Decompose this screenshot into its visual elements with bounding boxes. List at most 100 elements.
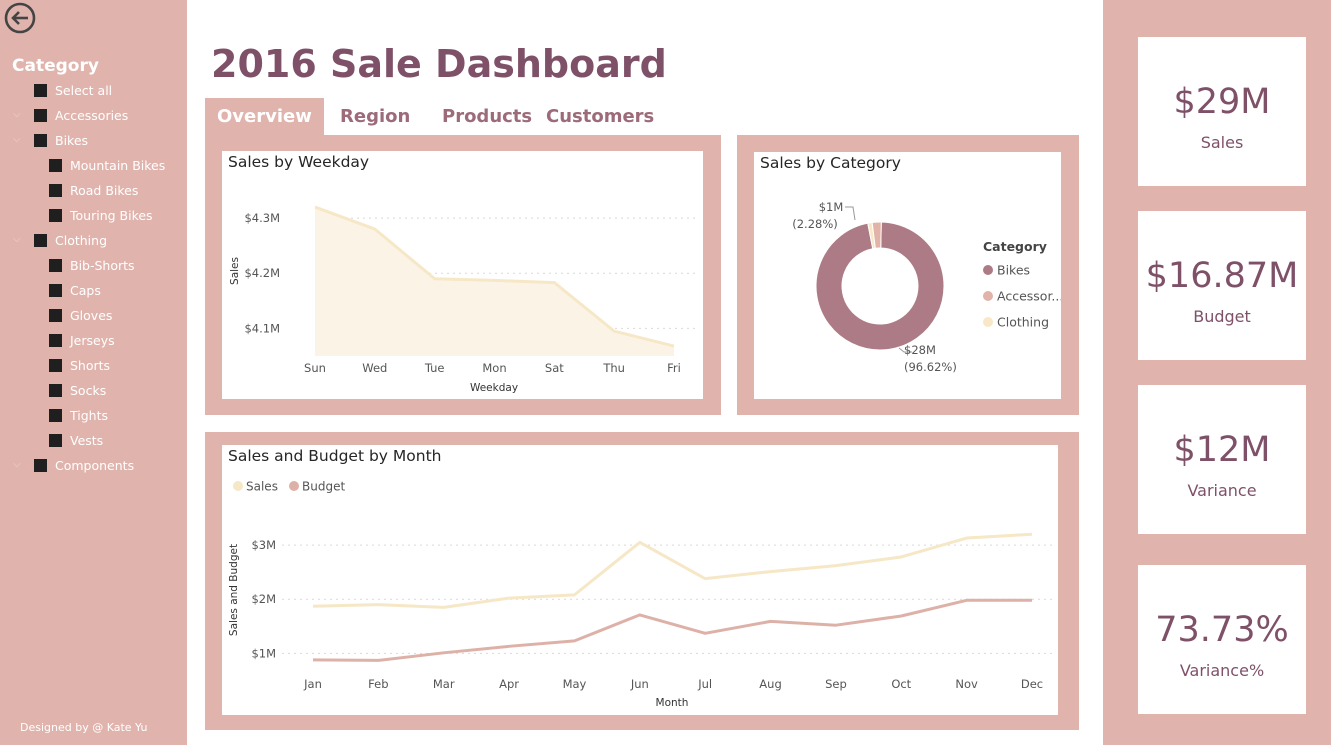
slicer-item-clothing[interactable]: ⌵ Clothing [13,230,107,250]
x-tick-label-mar: Mar [433,677,455,691]
x-tick-label-wed: Wed [362,361,387,375]
slicer-item-label: Components [55,457,135,473]
x-axis-title: Weekday [470,382,518,394]
legend-title: Category [983,239,1047,254]
legend-label-clothing: Clothing [997,315,1049,330]
y-axis-title: Sales and Budget [228,544,240,636]
month-chart-frame: Sales and Budget by Month $3M $2M $1M Jan Fe… [205,432,1079,730]
slicer-item-select-all[interactable]: Select all [34,80,112,100]
legend-marker-budget [289,481,299,491]
slicer-item-jerseys[interactable]: Jerseys [49,330,115,350]
x-tick-label-sep: Sep [825,677,847,691]
kpi-card-variance[interactable]: $12M Variance [1138,385,1306,534]
y-tick-label: $4.3M [244,211,280,225]
checkbox-icon[interactable] [49,383,62,397]
tab-overview[interactable]: Overview [205,98,324,135]
sales-line [314,205,675,348]
x-tick-label-sun: Sun [304,361,326,375]
tab-products[interactable]: Products [442,106,533,127]
y-tick-label: $4.2M [244,266,280,280]
bikes-leader-line [898,347,912,353]
checkbox-icon[interactable] [34,83,47,97]
weekday-chart-card[interactable]: Sales by Weekday $4.3M $4.2M $4.1M Sun Wed Tu… [222,151,703,399]
slicer-item-vests[interactable]: Vests [49,430,103,450]
tab-customers[interactable]: Customers [546,106,655,127]
slicer-item-label: Select all [55,82,113,98]
kpi-budget-value: $16.87M [1145,256,1299,296]
legend-marker-sales [233,481,243,491]
y-tick-label: $4.1M [244,321,280,335]
checkbox-icon[interactable] [34,233,47,247]
expand-chevron-icon[interactable]: ⌵ [13,109,21,120]
checkbox-icon[interactable] [34,108,47,122]
month-chart-card[interactable]: Sales and Budget by Month $3M $2M $1M Jan Fe… [222,445,1058,715]
expand-chevron-icon[interactable]: ⌵ [13,234,21,245]
expand-chevron-icon[interactable]: ⌵ [13,459,21,470]
kpi-card-variance-pct[interactable]: 73.73% Variance% [1138,565,1306,714]
tab-region[interactable]: Region [340,106,411,127]
x-tick-label-dec: Dec [1021,677,1043,691]
checkbox-icon[interactable] [49,308,62,322]
checkbox-icon[interactable] [49,333,62,347]
legend-label-bikes: Bikes [997,263,1030,278]
checkbox-icon[interactable] [49,408,62,422]
x-tick-label-feb: Feb [368,677,388,691]
slicer-item-accessories[interactable]: ⌵ Accessories [13,105,128,125]
month-line-chart: $3M $2M $1M Jan Feb Mar Apr May Jun Jul Aug Sep Oct N… [228,480,1054,709]
page-title: 2016 Sale Dashboard [211,42,667,86]
slicer-item-touring-bikes[interactable]: Touring Bikes [49,205,153,225]
kpi-card-budget[interactable]: $16.87M Budget [1138,211,1306,360]
donut-slice-bikes [815,221,945,351]
category-slicer-panel: Category Select all ⌵ Accessories ⌵ Bikes Mou… [0,0,187,745]
y-tick-label: $2M [251,592,276,606]
x-tick-label-aug: Aug [759,677,781,691]
slicer-item-label: Shorts [70,357,111,373]
checkbox-icon[interactable] [49,358,62,372]
checkbox-icon[interactable] [49,183,62,197]
accessories-value-label: $1M [819,200,844,214]
slicer-item-label: Jerseys [70,332,115,348]
kpi-card-sales[interactable]: $29M Sales [1138,37,1306,186]
checkbox-icon[interactable] [49,158,62,172]
checkbox-icon[interactable] [49,283,62,297]
slicer-item-bib-shorts[interactable]: Bib-Shorts [49,255,135,275]
x-tick-label-jan: Jan [303,677,322,691]
x-tick-label-fri: Fri [667,361,681,375]
slicer-item-road-bikes[interactable]: Road Bikes [49,180,138,200]
checkbox-icon[interactable] [34,458,47,472]
kpi-variance-value: $12M [1173,430,1271,470]
slicer-item-caps[interactable]: Caps [49,280,101,300]
slicer-item-shorts[interactable]: Shorts [49,355,110,375]
slicer-item-bikes[interactable]: ⌵ Bikes [13,130,89,150]
slicer-item-gloves[interactable]: Gloves [49,305,112,325]
kpi-variance-pct-label: Variance% [1179,661,1265,680]
kpi-variance-pct-value: 73.73% [1155,610,1289,650]
slicer-item-label: Bikes [55,132,89,148]
slicer-item-socks[interactable]: Socks [49,380,106,400]
slicer-item-components[interactable]: ⌵ Components [13,455,135,475]
legend-label-accessories: Accessor... [997,289,1061,304]
expand-chevron-icon[interactable]: ⌵ [13,134,21,145]
slicer-item-label: Touring Bikes [70,207,153,223]
weekday-area-chart: $4.3M $4.2M $4.1M Sun Wed Tue Mon Sat Thu Fri Week… [229,205,698,394]
back-arrow-icon[interactable] [4,2,36,34]
slicer-item-label: Vests [70,432,104,448]
slicer-item-label: Tights [70,407,108,423]
checkbox-icon[interactable] [49,433,62,447]
legend-marker-clothing [983,317,993,327]
checkbox-icon[interactable] [49,208,62,222]
slicer-item-label: Caps [70,282,101,298]
checkbox-icon[interactable] [34,133,47,147]
category-chart-card[interactable]: Sales by Category $1M (2.28%) $28M (96.62%)… [754,152,1061,399]
slicer-item-label: Socks [70,382,107,398]
series-line-budget [312,598,1032,662]
legend-marker-bikes [983,265,993,275]
slicer-item-label: Bib-Shorts [70,257,135,273]
slicer-item-tights[interactable]: Tights [49,405,108,425]
month-chart-title: Sales and Budget by Month [228,447,442,465]
x-tick-label-jun: Jun [630,677,649,691]
x-tick-label-nov: Nov [955,677,978,691]
legend-label-sales: Sales [246,480,278,494]
checkbox-icon[interactable] [49,258,62,272]
slicer-item-mountain-bikes[interactable]: Mountain Bikes [49,155,165,175]
